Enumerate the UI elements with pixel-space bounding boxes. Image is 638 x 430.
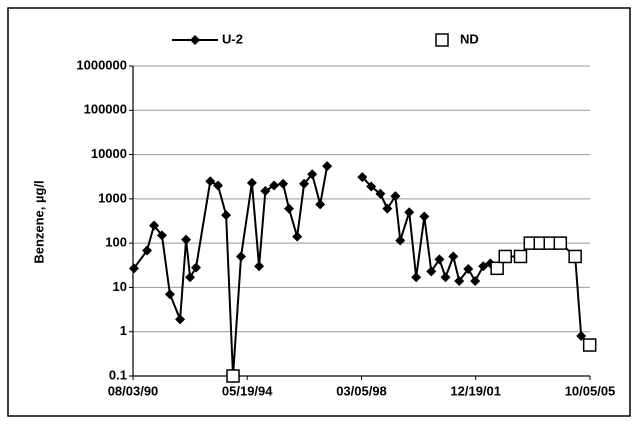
diamond-marker bbox=[128, 263, 139, 274]
diamond-marker bbox=[260, 186, 271, 197]
y-tick-label: 10 bbox=[113, 279, 127, 294]
y-tick-label: 1000000 bbox=[76, 57, 127, 72]
diamond-marker bbox=[185, 272, 196, 283]
nd-marker bbox=[490, 261, 504, 276]
diamond-marker bbox=[426, 266, 437, 277]
diamond-marker bbox=[254, 261, 265, 272]
chart-frame bbox=[7, 7, 631, 417]
diamond-marker bbox=[284, 203, 295, 214]
diamond-marker bbox=[382, 203, 393, 214]
diamond-marker bbox=[142, 245, 153, 256]
diamond-marker bbox=[156, 230, 167, 241]
y-axis-label: Benzene, µg/l bbox=[31, 180, 46, 263]
y-tick-label: 100000 bbox=[84, 102, 127, 117]
x-tick-label: 03/05/98 bbox=[336, 383, 387, 398]
nd-marker bbox=[582, 338, 597, 352]
diamond-marker bbox=[292, 231, 303, 242]
diamond-marker bbox=[411, 272, 422, 283]
diamond-marker bbox=[164, 289, 175, 300]
diamond-marker bbox=[440, 272, 451, 283]
diamond-marker bbox=[205, 176, 216, 187]
diamond-marker bbox=[191, 262, 202, 273]
y-tick-label: 1 bbox=[120, 323, 127, 338]
diamond-marker bbox=[278, 178, 289, 189]
diamond-marker bbox=[395, 235, 406, 246]
diamond-marker bbox=[375, 188, 386, 199]
diamond-marker bbox=[390, 191, 401, 202]
diamond-marker bbox=[175, 314, 186, 325]
diamond-marker bbox=[236, 251, 247, 262]
diamond-marker bbox=[454, 275, 465, 286]
diamond-marker bbox=[315, 199, 326, 210]
diamond-marker bbox=[470, 275, 481, 286]
diamond-marker bbox=[213, 180, 224, 191]
nd-marker bbox=[553, 236, 568, 250]
y-tick-label: 10000 bbox=[91, 146, 127, 161]
nd-marker bbox=[513, 249, 528, 264]
diamond-marker bbox=[357, 172, 368, 183]
diamond-marker bbox=[322, 161, 333, 172]
x-tick-label: 05/19/94 bbox=[222, 383, 273, 398]
y-tick-label: 0.1 bbox=[109, 367, 127, 382]
diamond-marker bbox=[246, 177, 257, 188]
nd-marker bbox=[498, 249, 512, 264]
x-tick-label: 08/03/90 bbox=[108, 383, 159, 398]
diamond-marker bbox=[221, 210, 232, 221]
diamond-marker bbox=[478, 261, 489, 272]
legend-label: U-2 bbox=[222, 31, 243, 46]
diamond-marker bbox=[181, 234, 192, 245]
diamond-marker bbox=[149, 220, 160, 231]
diamond-marker bbox=[419, 211, 430, 222]
x-tick-label: 12/19/01 bbox=[450, 383, 501, 398]
diamond-marker bbox=[463, 264, 474, 275]
diamond-marker bbox=[299, 178, 310, 189]
legend-square bbox=[435, 33, 449, 47]
legend-diamond bbox=[190, 35, 200, 45]
y-tick-label: 100 bbox=[105, 235, 127, 250]
diamond-marker bbox=[448, 251, 459, 262]
diamond-marker bbox=[269, 180, 280, 191]
diamond-marker bbox=[434, 254, 445, 265]
nd-marker bbox=[568, 249, 582, 264]
diamond-marker bbox=[404, 207, 415, 218]
diamond-marker bbox=[307, 169, 318, 180]
x-tick-label: 10/05/05 bbox=[565, 383, 616, 398]
legend-label: ND bbox=[460, 31, 479, 46]
diamond-marker bbox=[366, 181, 377, 192]
nd-marker bbox=[226, 369, 240, 383]
y-tick-label: 1000 bbox=[98, 190, 127, 205]
